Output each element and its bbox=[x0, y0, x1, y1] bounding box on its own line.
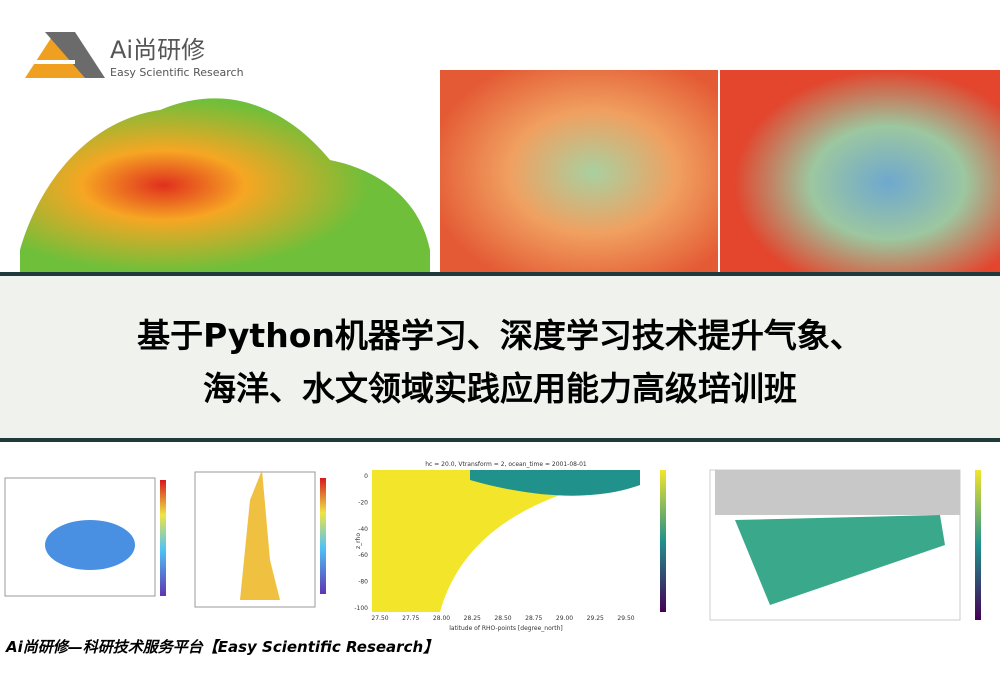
thumbnails bbox=[4, 469, 981, 621]
divider bbox=[0, 438, 1000, 442]
x-tick-label: 28.00 bbox=[433, 615, 450, 622]
x-tick-label: 27.75 bbox=[402, 615, 419, 622]
logo: Ai尚研修 Easy Scientific Research bbox=[25, 32, 244, 79]
y-tick-label: -40 bbox=[358, 526, 368, 533]
title-band bbox=[0, 276, 1000, 438]
axis-label: z_rho bbox=[355, 533, 362, 549]
y-tick-label: -100 bbox=[354, 605, 368, 612]
x-tick-label: 29.00 bbox=[556, 615, 573, 622]
y-tick-label: -60 bbox=[358, 552, 368, 559]
plot-title: hc = 20.0, Vtransform = 2, ocean_time = … bbox=[425, 461, 587, 468]
axis-label: latitude of RHO-points [degree_north] bbox=[449, 625, 563, 632]
y-tick-label: 0 bbox=[364, 473, 368, 480]
logo-name: Ai尚研修 bbox=[110, 36, 205, 64]
map-images bbox=[20, 70, 1000, 275]
divider bbox=[0, 272, 1000, 276]
banner-title: 基于Python机器学习、深度学习技术提升气象、 bbox=[137, 316, 863, 355]
x-tick-label: 27.50 bbox=[371, 615, 388, 622]
banner-title: 海洋、水文领域实践应用能力高级培训班 bbox=[203, 369, 797, 408]
x-tick-label: 28.25 bbox=[464, 615, 481, 622]
x-tick-label: 28.75 bbox=[525, 615, 542, 622]
logo-tagline: Easy Scientific Research bbox=[110, 66, 244, 79]
footer-text: Ai尚研修—科研技术服务平台【Easy Scientific Research】 bbox=[5, 638, 438, 656]
y-tick-label: -20 bbox=[358, 499, 368, 506]
x-tick-label: 29.50 bbox=[617, 615, 634, 622]
x-tick-label: 28.50 bbox=[494, 615, 511, 622]
x-tick-label: 29.25 bbox=[587, 615, 604, 622]
y-tick-label: -80 bbox=[358, 579, 368, 586]
